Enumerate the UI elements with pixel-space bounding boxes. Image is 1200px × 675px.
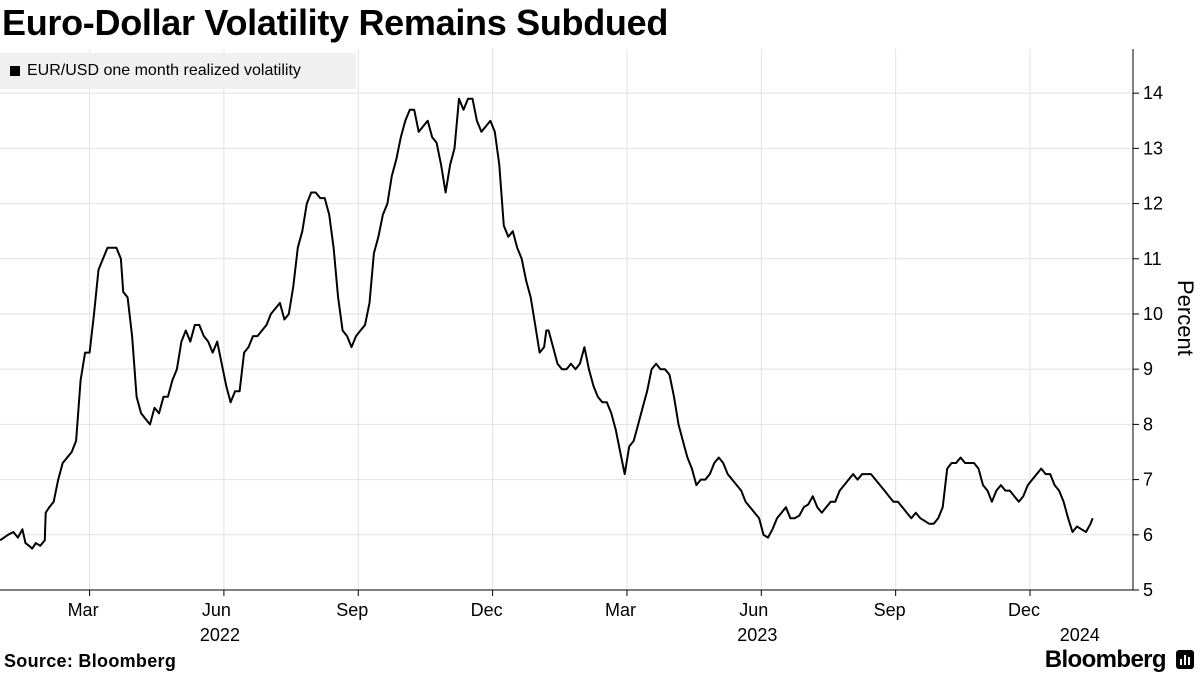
y-tick-label: 5: [1143, 580, 1153, 600]
x-tick-label: Jun: [739, 600, 768, 620]
legend-label: EUR/USD one month realized volatility: [27, 62, 301, 79]
y-tick-label: 7: [1143, 470, 1153, 490]
x-tick-label: Dec: [471, 600, 503, 620]
x-tick-label: Sep: [874, 600, 906, 620]
bloomberg-logo-icon: [1176, 650, 1194, 669]
y-tick-label: 8: [1143, 414, 1153, 434]
y-tick-label: 6: [1143, 525, 1153, 545]
x-year-label: 2024: [1060, 625, 1100, 645]
grid-layer: [0, 49, 1133, 591]
x-tick-label: Jun: [202, 600, 231, 620]
x-year-label: 2022: [200, 625, 240, 645]
y-axis-label: Percent: [1173, 280, 1198, 356]
y-tick-label: 9: [1143, 359, 1153, 379]
x-tick-label: Mar: [605, 600, 636, 620]
series-line: [0, 97, 1094, 550]
x-year-label: 2023: [737, 625, 777, 645]
source-note: Source: Bloomberg: [4, 651, 177, 671]
x-tick-label: Sep: [336, 600, 368, 620]
y-tick-label: 10: [1143, 304, 1163, 324]
y-tick-label: 13: [1143, 138, 1163, 158]
x-tick-label: Mar: [68, 600, 99, 620]
y-tick-label: 14: [1143, 83, 1163, 103]
y-tick-label: 12: [1143, 194, 1163, 214]
y-tick-label: 11: [1143, 249, 1162, 269]
legend: EUR/USD one month realized volatility: [0, 53, 356, 89]
bloomberg-wordmark: Bloomberg: [1044, 646, 1167, 673]
series-layer: [0, 97, 1094, 550]
legend-swatch: [10, 66, 20, 76]
axis-layer: 5 6 7 8 9 10 11 12 13 14 Mar Jun Sep Dec Mar Jun Sep Dec 2…: [0, 49, 1163, 645]
chart-title: Euro-Dollar Volatility Remains Subdued: [2, 2, 669, 43]
x-tick-label: Dec: [1008, 600, 1040, 620]
